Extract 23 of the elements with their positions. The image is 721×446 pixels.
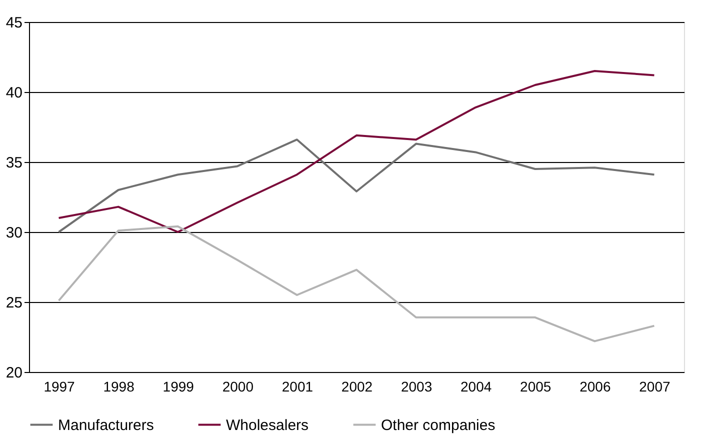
- line-series: [58, 138, 656, 233]
- x-tick-label: 2004: [460, 378, 492, 394]
- legend-label: Other companies: [381, 416, 496, 434]
- x-tick-label: 2001: [282, 378, 314, 394]
- x-tick-label: 2006: [580, 378, 611, 394]
- y-tick-label: 45: [6, 14, 22, 32]
- x-tick-label: 2002: [341, 378, 373, 394]
- x-tick-label: 1999: [162, 378, 194, 394]
- x-tick-label: 2005: [520, 378, 552, 394]
- y-tick-label: 40: [6, 84, 22, 102]
- legend-label: Manufacturers: [58, 416, 154, 434]
- line-series: [58, 225, 656, 342]
- y-tick-label: 35: [6, 154, 22, 172]
- x-tick-label: 2003: [400, 378, 432, 394]
- y-tick-label: 30: [6, 224, 22, 242]
- y-tick-label: 20: [6, 364, 22, 382]
- x-tick-label: 2007: [639, 378, 671, 394]
- x-tick-label: 1998: [103, 378, 135, 394]
- y-tick-label: 25: [6, 294, 22, 312]
- x-tick-label: 2000: [222, 378, 254, 394]
- legend-label: Wholesalers: [226, 416, 309, 434]
- x-tick-label: 1997: [44, 378, 76, 394]
- line-series: [58, 70, 656, 233]
